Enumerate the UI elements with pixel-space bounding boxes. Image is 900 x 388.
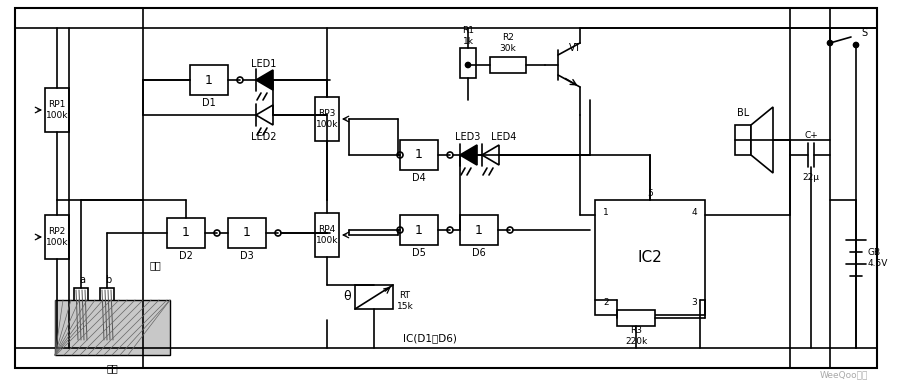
Text: b: b [105,275,111,285]
Bar [595,200,705,315]
Text: RP4
100k: RP4 100k [316,225,338,245]
Text: GB
4.5V: GB 4.5V [868,248,888,268]
Text: D4: D4 [412,173,426,183]
Text: LED3: LED3 [455,132,481,142]
Text: 1: 1 [415,223,423,237]
Bar [74,288,88,343]
Text: 土壤: 土壤 [106,363,118,373]
Text: RP1
100k: RP1 100k [46,100,68,120]
Circle shape [853,43,859,47]
Bar [400,215,438,245]
Text: 1: 1 [205,73,213,87]
Text: LED4: LED4 [491,132,517,142]
Text: 1: 1 [415,149,423,161]
Bar [315,213,339,257]
Bar [460,48,476,78]
Text: 5: 5 [647,189,652,199]
Text: R1
1k: R1 1k [462,26,474,46]
Text: RT
15k: RT 15k [397,291,413,311]
Bar [45,88,69,132]
Text: C+: C+ [804,130,818,140]
Bar [55,300,170,355]
Polygon shape [751,107,773,173]
Text: 1: 1 [182,227,190,239]
Text: R2
30k: R2 30k [500,33,517,53]
Bar [190,65,228,95]
Text: S: S [861,28,867,38]
Bar [400,140,438,170]
Text: D6: D6 [472,248,486,258]
Text: 1: 1 [243,227,251,239]
Text: 1: 1 [603,208,608,217]
Text: D3: D3 [240,251,254,261]
Polygon shape [460,145,477,165]
Text: IC2: IC2 [637,250,662,265]
Text: D5: D5 [412,248,426,258]
Text: LED2: LED2 [251,132,277,142]
Bar [100,288,114,343]
Text: R3
220k: R3 220k [625,326,647,346]
Text: θ: θ [343,291,351,303]
Bar [167,218,205,248]
Text: 4: 4 [691,208,697,217]
Text: 22μ: 22μ [803,173,820,182]
Polygon shape [256,105,273,125]
Text: WeeQoo维库: WeeQoo维库 [820,371,868,379]
Text: RP3
100k: RP3 100k [316,109,338,129]
Bar [735,125,751,155]
Bar [490,57,526,73]
Bar [315,97,339,141]
Text: 3: 3 [691,298,697,307]
Text: a: a [79,275,85,285]
Text: LED1: LED1 [251,59,276,69]
Polygon shape [256,70,273,90]
Text: IC(D1～D6): IC(D1～D6) [403,333,457,343]
Bar [355,285,393,309]
Bar [617,310,655,326]
Text: 电极: 电极 [149,260,161,270]
Circle shape [827,40,832,45]
Polygon shape [482,145,499,165]
Text: D1: D1 [202,98,216,108]
Text: D2: D2 [179,251,193,261]
Text: RP2
100k: RP2 100k [46,227,68,247]
Text: BL: BL [737,108,749,118]
Circle shape [465,62,471,68]
Bar [45,215,69,259]
Bar [228,218,266,248]
Text: 1: 1 [475,223,483,237]
Bar [460,215,498,245]
Text: VT: VT [569,43,581,53]
Text: 2: 2 [603,298,608,307]
